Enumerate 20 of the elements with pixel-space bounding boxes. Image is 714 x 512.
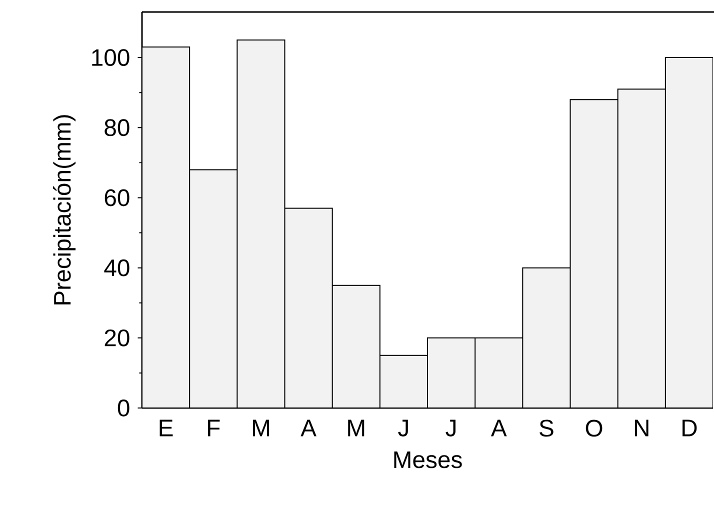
x-tick-label: D (682, 420, 697, 436)
x-tick-label: A (490, 420, 507, 436)
x-tick-label: E (160, 420, 173, 436)
x-tick-label: J (398, 420, 408, 436)
y-tick-label: 0 (118, 400, 130, 416)
y-tick-label: 80 (104, 119, 130, 136)
x-tick-label: O (586, 420, 602, 437)
y-tick-label: 60 (104, 189, 130, 206)
y-axis-title: Precipitación(mm) (52, 115, 76, 304)
y-tick-label: 40 (104, 259, 130, 276)
x-tick-label: F (208, 420, 220, 436)
x-axis-title: Meses (394, 451, 462, 468)
y-tick-label: 100 (92, 49, 130, 66)
x-tick-label: M (252, 420, 269, 436)
x-tick-label: S (540, 420, 554, 437)
x-tick-label: M (348, 420, 364, 436)
x-tick-label: J (446, 420, 456, 436)
x-tick-label: N (634, 420, 648, 436)
x-tick-label: A (300, 420, 316, 436)
y-tick-label: 20 (104, 329, 130, 346)
